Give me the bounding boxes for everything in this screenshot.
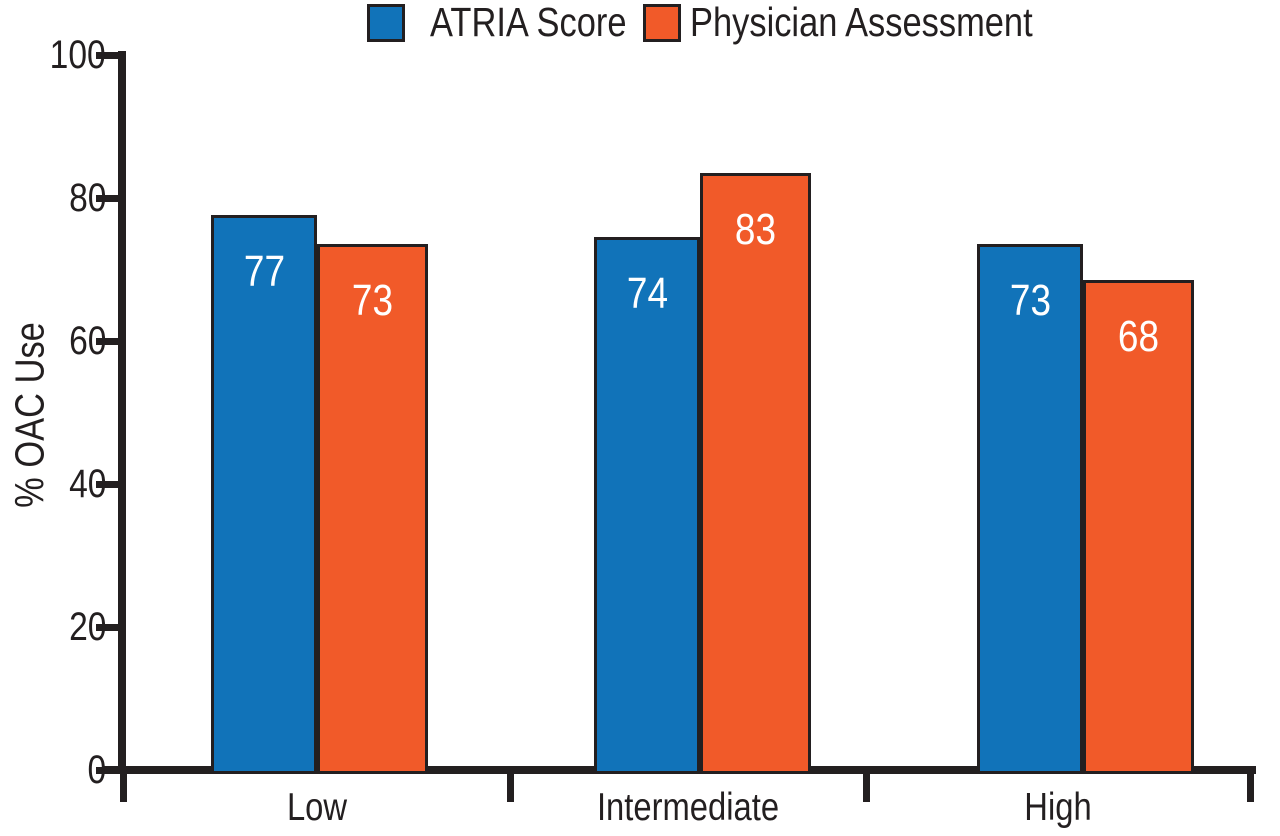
bar-value-text: 77 xyxy=(243,247,285,296)
y-tick-label: 20 xyxy=(0,607,106,647)
bar-value-text: 74 xyxy=(626,269,668,318)
y-axis-line xyxy=(118,51,126,774)
bar-value-text: 83 xyxy=(734,205,777,254)
y-tick xyxy=(96,337,122,345)
bar-atria-score-intermediate: 74 xyxy=(594,237,700,774)
x-category-label-text: Intermediate xyxy=(596,786,780,829)
bar-value-label: 83 xyxy=(703,208,808,252)
y-tick-label-text: 80 xyxy=(68,176,106,220)
x-category-label-text: High xyxy=(1024,786,1092,829)
y-tick-label-text: 40 xyxy=(68,462,106,506)
y-tick-label-text: 20 xyxy=(68,605,106,649)
x-category-label-low: Low xyxy=(281,788,353,828)
x-tick xyxy=(862,766,870,802)
bar-value-label: 68 xyxy=(1086,315,1191,359)
x-tick xyxy=(119,766,127,802)
bar-value-text: 68 xyxy=(1117,312,1160,361)
bar-value-label: 73 xyxy=(320,279,425,323)
bar-value-text: 73 xyxy=(351,276,394,325)
x-category-label-intermediate: Intermediate xyxy=(580,788,797,828)
y-tick-label: 80 xyxy=(0,178,106,218)
legend-swatch-atria-score xyxy=(367,4,405,42)
bar-value-label: 74 xyxy=(597,272,697,316)
y-tick-label: 100 xyxy=(0,35,106,75)
y-tick-label-text: 0 xyxy=(87,748,106,792)
bar-value-label: 77 xyxy=(214,250,314,294)
y-tick-label-text: 60 xyxy=(68,319,106,363)
bar-atria-score-low: 77 xyxy=(211,215,317,774)
bar-value-label: 73 xyxy=(980,279,1080,323)
x-tick xyxy=(1246,766,1254,802)
legend-label-atria-score: ATRIA Score xyxy=(430,0,627,45)
y-tick xyxy=(96,766,122,774)
x-category-label-high: High xyxy=(1018,788,1098,828)
y-tick-label-text: 100 xyxy=(49,33,106,77)
bar-value-text: 73 xyxy=(1009,276,1051,325)
bar-physician-assessment-high: 68 xyxy=(1083,280,1194,774)
legend-label-physician-assessment: Physician Assessment xyxy=(690,0,1033,45)
x-tick xyxy=(506,766,514,802)
y-tick-label: 40 xyxy=(0,464,106,504)
y-tick xyxy=(96,480,122,488)
y-tick-label: 60 xyxy=(0,321,106,361)
y-tick xyxy=(96,51,122,59)
bar-atria-score-high: 73 xyxy=(977,244,1083,774)
legend-swatch-physician-assessment xyxy=(643,4,681,42)
x-category-label-text: Low xyxy=(286,786,347,829)
y-tick xyxy=(96,623,122,631)
bar-physician-assessment-low: 73 xyxy=(317,244,428,774)
bar-physician-assessment-intermediate: 83 xyxy=(700,173,811,774)
y-tick xyxy=(96,194,122,202)
y-tick-label: 0 xyxy=(0,750,106,790)
